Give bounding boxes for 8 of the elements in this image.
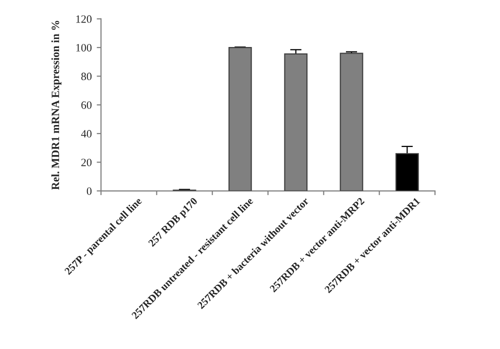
y-tick-label: 60 <box>81 101 92 109</box>
y-tick-label: 40 <box>81 130 92 138</box>
y-tick-label: 120 <box>76 15 92 23</box>
y-axis-title: Rel. MDR1 mRNA Expression in % <box>51 20 62 190</box>
y-tick-label: 20 <box>81 158 92 166</box>
y-tick-label: 100 <box>76 44 92 52</box>
y-tick-label: 80 <box>81 72 92 80</box>
y-tick-label: 0 <box>86 187 92 195</box>
